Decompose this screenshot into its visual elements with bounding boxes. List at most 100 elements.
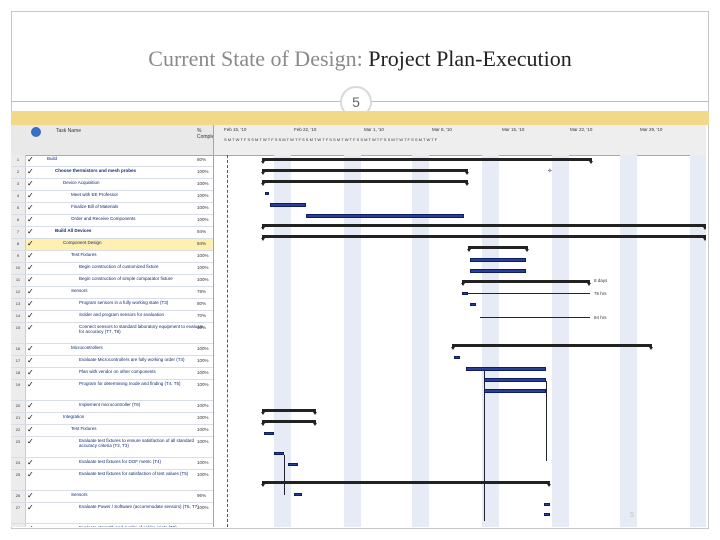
task-bar[interactable] <box>484 389 546 393</box>
task-bar[interactable] <box>470 258 526 262</box>
task-name[interactable]: Program sensors in a fully working state… <box>79 300 169 305</box>
summary-bar[interactable] <box>261 169 469 175</box>
table-row[interactable]: 24 ✓ Evaluate test fixtures for DOF metric… <box>11 458 213 470</box>
task-name[interactable]: Build <box>47 156 58 161</box>
task-name[interactable]: Meet with EE Professor <box>71 192 119 197</box>
task-name[interactable]: Test Fixtures <box>71 426 97 431</box>
table-row[interactable]: 8 ✓ Component Design 94% <box>11 239 213 251</box>
table-row[interactable]: 27 ✓ Evaluate Power / Software (accommodat… <box>11 503 213 524</box>
row-id: 5 <box>11 203 26 214</box>
table-row[interactable]: 17 ✓ Evaluate Microcontrollers are fully w… <box>11 356 213 368</box>
task-name[interactable]: Evaluate test fixtures to ensure satisfa… <box>79 438 195 448</box>
summary-bar[interactable] <box>261 224 706 230</box>
table-row[interactable]: 25 ✓ Evaluate test fixtures for satisfacti… <box>11 470 213 491</box>
table-row[interactable]: 5 ✓ Finalize Bill of Materials 100% <box>11 203 213 215</box>
task-bar[interactable] <box>544 503 550 506</box>
task-name[interactable]: Plan with vendor on other components <box>79 369 156 374</box>
table-row[interactable]: 26 ✓ Sensors 96% <box>11 491 213 503</box>
pct-complete-header[interactable]: % Complete <box>197 128 214 140</box>
table-row[interactable]: 20 ✓ Implement microcontroller (T6) 100% <box>11 401 213 413</box>
table-row[interactable]: 28✓ Evaluate strength and quality of sold… <box>11 524 213 527</box>
task-name[interactable]: Evaluate Power / Software (accommodate s… <box>79 504 199 509</box>
table-row[interactable]: 14 ✓ Solder and program sensors for evalua… <box>11 311 213 323</box>
table-row[interactable]: 2 ✓ Choose thermistors and mesh probes 100% <box>11 167 213 179</box>
summary-bar[interactable] <box>261 481 551 487</box>
table-row[interactable]: 16 ✓ Microcontrollers 100% <box>11 344 213 356</box>
task-bar[interactable] <box>270 203 306 207</box>
info-icon[interactable] <box>31 127 41 137</box>
table-row[interactable]: 1 ✓ Build 80% <box>11 155 213 167</box>
task-bar[interactable] <box>470 269 526 273</box>
task-bar[interactable] <box>462 292 468 295</box>
table-row[interactable]: 22 ✓ Test Fixtures 100% <box>11 425 213 437</box>
task-bar[interactable] <box>466 367 546 371</box>
table-row[interactable]: 10 ✓ Begin construction of customized fixt… <box>11 263 213 275</box>
task-name[interactable]: Device Acquisition <box>63 180 100 185</box>
task-bar[interactable] <box>288 463 298 466</box>
task-name[interactable]: Sensors <box>71 492 88 497</box>
task-name[interactable]: Program for determining mode and finding… <box>79 381 181 386</box>
dependency-link <box>468 293 590 294</box>
task-name[interactable]: Sensors <box>71 288 88 293</box>
task-name[interactable]: Finalize Bill of Materials <box>71 204 119 209</box>
table-row[interactable]: 4 ✓ Meet with EE Professor 100% <box>11 191 213 203</box>
summary-bar[interactable] <box>261 180 469 186</box>
check-icon: ✓ <box>27 380 34 389</box>
table-row[interactable]: 15 ✓ Connect sensors to standard laborator… <box>11 323 213 344</box>
task-name[interactable]: Evaluate strength and quality of solder … <box>79 525 177 527</box>
summary-bar[interactable] <box>461 280 591 286</box>
table-row[interactable]: 11 ✓ Begin construction of simple comparat… <box>11 275 213 287</box>
row-id: 20 <box>11 401 26 412</box>
task-name[interactable]: Begin construction of simple comparator … <box>79 276 173 281</box>
task-bar[interactable] <box>470 303 476 306</box>
task-bar[interactable] <box>264 432 274 435</box>
task-name[interactable]: Evaluate Microcontrollers are fully work… <box>79 357 185 362</box>
task-bar[interactable] <box>454 356 460 359</box>
task-name[interactable]: Begin construction of customized fixture <box>79 264 159 269</box>
row-id: 19 <box>11 380 26 400</box>
summary-bar[interactable] <box>261 409 317 415</box>
task-name[interactable]: Evaluate test fixtures for DOF metric (T… <box>79 459 162 464</box>
task-grid[interactable]: Task Name % Complete 1✓Build80%2✓Choose … <box>11 125 214 527</box>
gantt-chart[interactable]: Feb 15, '10 Feb 22, '10 Mar 1, '10 Mar 8… <box>214 125 706 527</box>
check-icon: ✓ <box>27 299 34 308</box>
summary-bar[interactable] <box>261 420 317 426</box>
check-icon: ✓ <box>27 524 34 527</box>
task-name[interactable]: Test Fixtures <box>71 252 97 257</box>
task-bar[interactable] <box>484 378 546 382</box>
task-name[interactable]: Component Design <box>63 240 102 245</box>
task-bar[interactable] <box>294 493 302 496</box>
summary-bar[interactable] <box>451 344 653 350</box>
task-name[interactable]: Microcontrollers <box>71 345 103 350</box>
table-row[interactable]: 6 ✓ Order and Receive Components 100% <box>11 215 213 227</box>
table-row[interactable]: 19 ✓ Program for determining mode and find… <box>11 380 213 401</box>
summary-bar[interactable] <box>261 158 593 164</box>
task-bar[interactable] <box>274 452 284 455</box>
table-row[interactable]: 12 ✓ Sensors 78% <box>11 287 213 299</box>
task-name-header[interactable]: Task Name <box>56 128 82 134</box>
table-row[interactable]: 23 ✓ Evaluate test fixtures to ensure sati… <box>11 437 213 458</box>
table-row[interactable]: 7 ✓ Build All Devices 94% <box>11 227 213 239</box>
task-name[interactable]: Order and Receive Components <box>71 216 136 221</box>
task-name[interactable]: Choose thermistors and mesh probes <box>55 168 137 173</box>
task-bar[interactable] <box>265 192 269 195</box>
table-row[interactable]: 3 ✓ Device Acquisition 100% <box>11 179 213 191</box>
summary-bar[interactable] <box>261 235 706 241</box>
task-name[interactable]: Integration <box>63 414 85 419</box>
table-row[interactable]: 9 ✓ Test Fixtures 100% <box>11 251 213 263</box>
check-icon: ✓ <box>27 491 34 500</box>
table-row[interactable]: 21 ✓ Integration 100% <box>11 413 213 425</box>
task-name[interactable]: Implement microcontroller (T6) <box>79 402 141 407</box>
task-name[interactable]: Evaluate test fixtures for satisfaction … <box>79 471 189 476</box>
row-id: 1 <box>11 155 26 166</box>
summary-bar[interactable] <box>467 246 529 252</box>
pct-complete: 100% <box>197 439 209 444</box>
task-name[interactable]: Solder and program sensors for evaluatio… <box>79 312 165 317</box>
table-row[interactable]: 13 ✓ Program sensors in a fully working st… <box>11 299 213 311</box>
task-bar[interactable] <box>306 214 464 218</box>
task-name[interactable]: Connect sensors to standard laboratory e… <box>79 324 204 334</box>
task-bar[interactable] <box>544 513 550 516</box>
row-id: 28 <box>11 524 26 527</box>
task-name[interactable]: Build All Devices <box>55 228 92 233</box>
table-row[interactable]: 18 ✓ Plan with vendor on other components 1… <box>11 368 213 380</box>
